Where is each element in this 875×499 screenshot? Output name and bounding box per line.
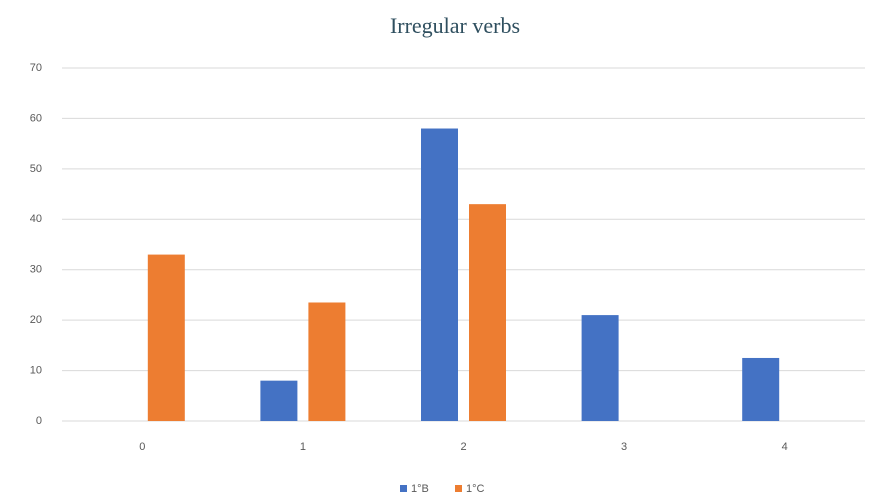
legend-swatch: [400, 485, 407, 492]
y-tick-label: 20: [30, 314, 42, 326]
legend-label: 1°B: [411, 483, 429, 495]
legend-swatch: [455, 485, 462, 492]
x-tick-label: 3: [621, 441, 627, 453]
y-tick-label: 40: [30, 213, 42, 225]
y-tick-label: 50: [30, 163, 42, 175]
x-tick-label: 0: [139, 441, 145, 453]
y-tick-label: 10: [30, 364, 42, 376]
x-tick-label: 1: [300, 441, 306, 453]
bar: [742, 357, 780, 421]
bar: [581, 315, 619, 421]
bar: [469, 204, 506, 421]
y-tick-label: 70: [30, 62, 42, 74]
bar: [147, 254, 185, 421]
y-tick-label: 60: [30, 112, 42, 124]
bar: [421, 128, 458, 421]
y-tick-label: 0: [36, 415, 42, 427]
x-tick-label: 2: [460, 441, 466, 453]
legend-label: 1°C: [466, 483, 485, 495]
chart-title: Irregular verbs: [390, 13, 520, 38]
bar: [260, 380, 298, 421]
x-tick-label: 4: [782, 441, 788, 453]
y-tick-label: 30: [30, 264, 42, 276]
bar: [308, 302, 346, 421]
